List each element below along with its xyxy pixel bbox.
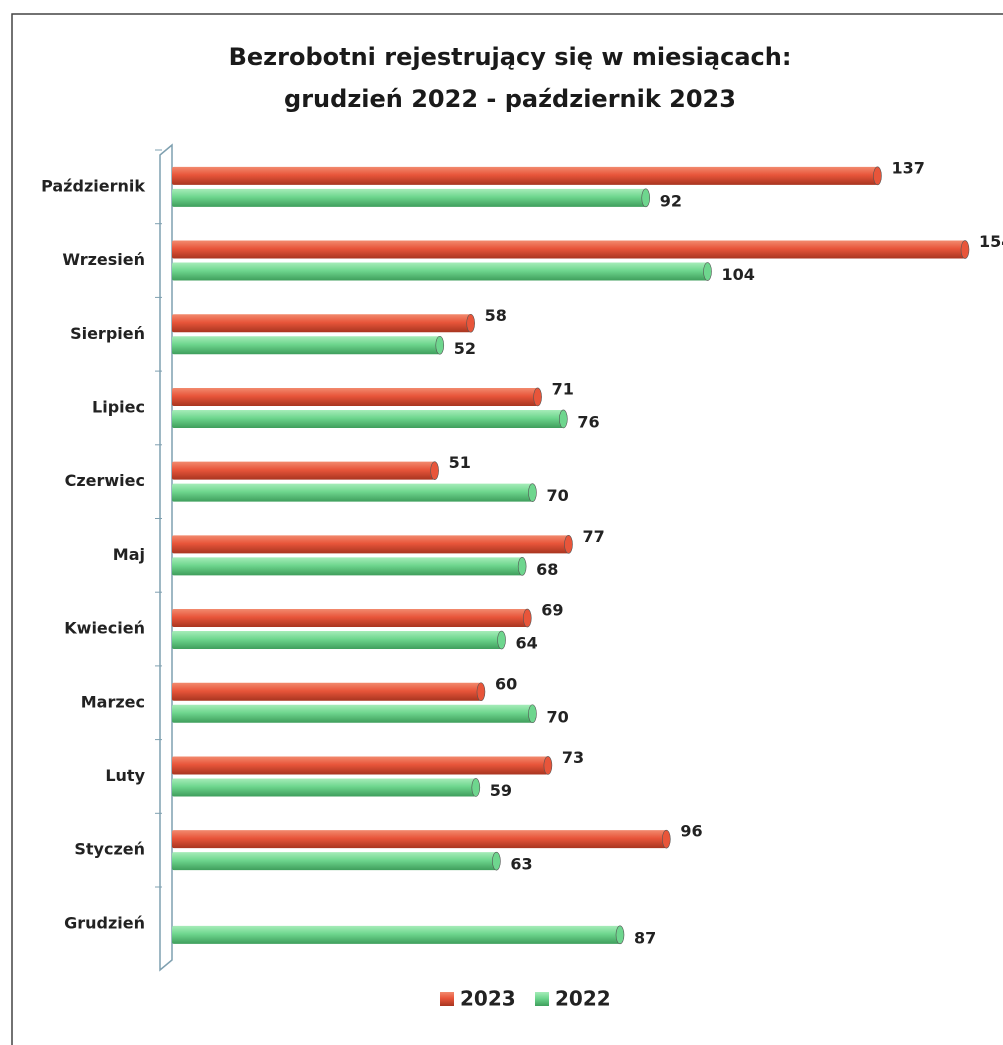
data-label: 77 bbox=[583, 527, 605, 546]
data-label: 76 bbox=[577, 412, 599, 431]
bar-cap bbox=[430, 461, 439, 480]
data-label: 87 bbox=[634, 928, 656, 947]
bar bbox=[172, 756, 548, 775]
data-label: 51 bbox=[449, 453, 471, 472]
bar bbox=[172, 852, 497, 871]
y-tick-label: Czerwiec bbox=[65, 471, 145, 490]
bar-cap bbox=[559, 409, 568, 429]
bar bbox=[172, 336, 440, 355]
legend-label: 2023 bbox=[460, 987, 516, 1011]
bar bbox=[172, 188, 646, 207]
bar bbox=[172, 409, 564, 428]
bar-cap bbox=[564, 535, 573, 554]
bar bbox=[172, 461, 435, 480]
bar bbox=[172, 387, 538, 406]
bar-cap bbox=[662, 829, 671, 849]
data-label: 137 bbox=[891, 158, 924, 177]
bar bbox=[172, 609, 528, 628]
data-label: 70 bbox=[546, 707, 568, 726]
bar bbox=[172, 240, 965, 259]
bar bbox=[172, 682, 481, 701]
bar-cap bbox=[523, 608, 532, 628]
axis-bracket bbox=[159, 143, 173, 972]
y-tick-label: Styczeń bbox=[74, 840, 145, 859]
bar-cap bbox=[466, 313, 475, 333]
data-label: 73 bbox=[562, 748, 584, 767]
y-tick-label: Maj bbox=[113, 545, 145, 564]
bar-cap bbox=[960, 240, 970, 259]
data-label: 52 bbox=[454, 339, 476, 358]
chart-border bbox=[11, 13, 1003, 1045]
y-tick-label: Luty bbox=[105, 766, 145, 785]
data-label: 154 bbox=[979, 232, 1003, 251]
y-tick-label: Wrzesień bbox=[62, 250, 145, 269]
bar-cap bbox=[641, 188, 651, 208]
chart-subtitle: grudzień 2022 - październik 2023 bbox=[284, 85, 736, 113]
bar-cap bbox=[471, 778, 481, 797]
bar-cap bbox=[703, 262, 712, 281]
data-label: 71 bbox=[552, 379, 574, 398]
bar-cap bbox=[615, 925, 625, 945]
bar-cap bbox=[497, 630, 506, 650]
bar bbox=[172, 557, 523, 576]
bar bbox=[172, 535, 569, 554]
y-tick-label: Kwiecień bbox=[64, 619, 145, 638]
y-tick-label: Lipiec bbox=[92, 397, 145, 416]
y-tick-label: Październik bbox=[41, 176, 145, 195]
bar-cap bbox=[543, 756, 553, 775]
bar-cap bbox=[533, 387, 542, 407]
y-tick-label: Sierpień bbox=[70, 324, 145, 343]
data-label: 60 bbox=[495, 674, 517, 693]
chart-title: Bezrobotni rejestrujący się w miesiącach… bbox=[229, 43, 792, 71]
data-label: 70 bbox=[546, 486, 568, 505]
bar bbox=[172, 166, 878, 185]
y-tick-label: Grudzień bbox=[64, 913, 145, 932]
bar bbox=[172, 925, 620, 944]
bar-cap bbox=[492, 851, 501, 871]
bar-cap bbox=[517, 557, 527, 576]
bar bbox=[172, 778, 476, 797]
data-label: 58 bbox=[485, 306, 507, 325]
bar-cap bbox=[435, 335, 445, 355]
bar-cap bbox=[528, 483, 537, 502]
bar bbox=[172, 830, 667, 849]
legend-swatch bbox=[535, 992, 549, 1006]
bar-cap bbox=[528, 704, 537, 724]
legend-label: 2022 bbox=[555, 987, 611, 1011]
data-label: 63 bbox=[510, 855, 532, 874]
legend-swatch bbox=[440, 992, 454, 1006]
data-label: 68 bbox=[536, 560, 558, 579]
bar-cap bbox=[476, 682, 486, 702]
bar-cap bbox=[873, 166, 882, 186]
data-label: 92 bbox=[660, 191, 682, 210]
data-label: 64 bbox=[516, 634, 538, 653]
data-label: 104 bbox=[722, 265, 755, 284]
bar bbox=[172, 483, 533, 502]
data-label: 59 bbox=[490, 781, 512, 800]
data-label: 69 bbox=[541, 601, 563, 620]
bar bbox=[172, 262, 708, 281]
bar bbox=[172, 704, 533, 723]
bar bbox=[172, 631, 502, 650]
data-label: 96 bbox=[680, 822, 702, 841]
y-tick-label: Marzec bbox=[81, 692, 145, 711]
bar bbox=[172, 314, 471, 333]
